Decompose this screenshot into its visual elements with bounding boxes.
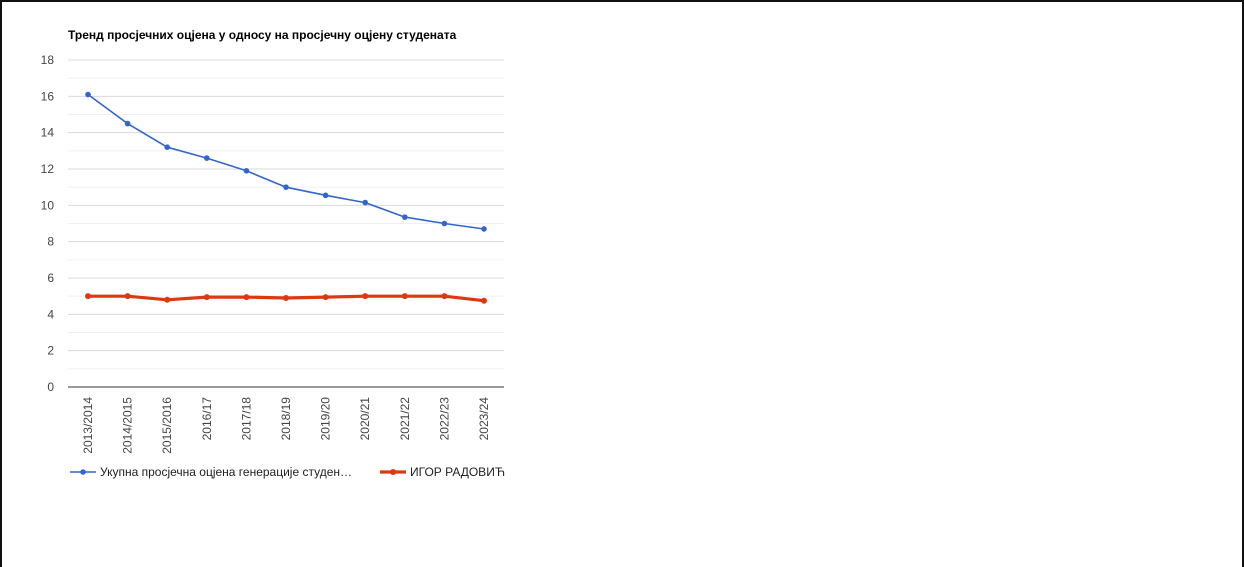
grid-lines — [68, 59, 504, 388]
data-point — [124, 120, 131, 127]
data-point — [441, 220, 448, 227]
data-point — [441, 293, 448, 300]
legend-item[interactable]: ИГОР РАДОВИЋ — [380, 465, 505, 479]
data-point — [243, 168, 250, 174]
x-tick-label: 2013/2014 — [81, 397, 95, 454]
data-point — [401, 293, 408, 300]
y-axis-ticks: 0 2 4 6 8 10 12 14 16 18 — [41, 53, 55, 394]
data-point — [481, 297, 487, 304]
legend-item[interactable]: Укупна просјечна оцјена генерације студе… — [70, 465, 352, 479]
legend-marker — [390, 469, 396, 475]
x-tick-label: 2019/20 — [319, 397, 333, 441]
y-tick-label: 12 — [41, 162, 55, 176]
data-point — [322, 294, 329, 301]
x-tick-label: 2022/23 — [437, 397, 451, 441]
data-point — [164, 296, 171, 303]
data-point — [402, 214, 408, 220]
data-point — [481, 226, 487, 232]
data-point — [203, 294, 210, 301]
data-point — [283, 294, 289, 301]
data-point — [322, 192, 329, 199]
data-point — [362, 293, 369, 300]
legend[interactable]: Укупна просјечна оцјена генерације студе… — [70, 465, 505, 479]
data-point — [85, 91, 91, 98]
series-lines — [85, 91, 487, 304]
data-point — [243, 294, 250, 301]
data-point — [164, 144, 170, 150]
x-tick-label: 2015/2016 — [160, 397, 174, 454]
y-tick-label: 0 — [47, 380, 54, 394]
legend-marker — [80, 469, 86, 475]
x-tick-label: 2023/24 — [477, 397, 491, 441]
y-tick-label: 16 — [41, 89, 55, 103]
y-tick-label: 4 — [47, 307, 54, 321]
x-tick-label: 2016/17 — [200, 397, 214, 441]
y-tick-label: 18 — [41, 53, 55, 67]
y-tick-label: 10 — [41, 198, 55, 212]
x-tick-label: 2017/18 — [239, 397, 253, 441]
data-point — [124, 293, 131, 300]
x-tick-label: 2018/19 — [279, 397, 293, 441]
chart-title: Тренд просјечних оцјена у односу на прос… — [68, 28, 457, 42]
legend-label: Укупна просјечна оцјена генерације студе… — [100, 465, 352, 479]
data-point — [85, 293, 91, 300]
x-tick-label: 2014/2015 — [121, 397, 135, 454]
data-point — [362, 199, 369, 206]
x-axis-ticks: 2013/2014 2014/2015 2015/2016 2016/17 2017/1… — [81, 397, 491, 454]
x-tick-label: 2020/21 — [358, 397, 372, 441]
legend-label: ИГОР РАДОВИЋ — [410, 465, 505, 479]
x-tick-label: 2021/22 — [398, 397, 412, 441]
y-tick-label: 8 — [47, 235, 54, 249]
data-point — [283, 184, 289, 190]
y-tick-label: 2 — [47, 344, 54, 358]
data-point — [204, 155, 210, 161]
y-tick-label: 14 — [41, 126, 55, 140]
y-tick-label: 6 — [47, 271, 54, 285]
